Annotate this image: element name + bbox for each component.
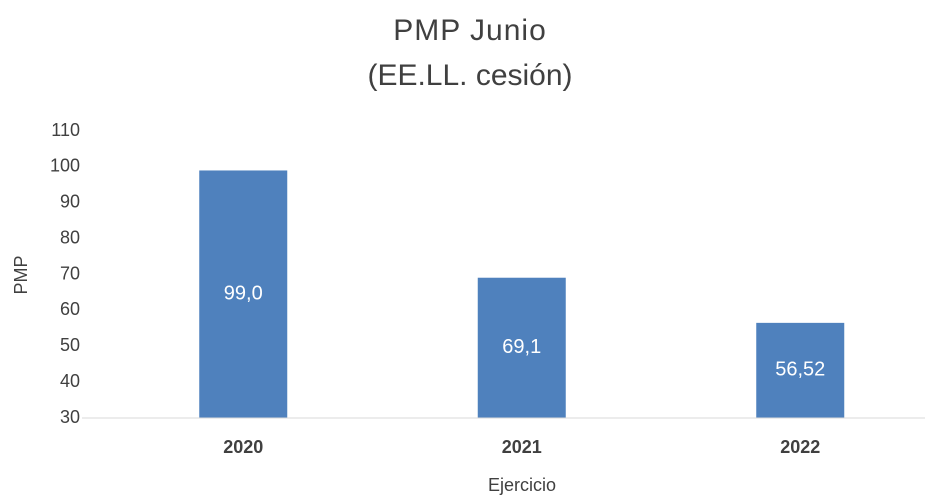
- chart-subtitle: (EE.LL. cesión): [367, 59, 572, 92]
- data-label: 99,0: [224, 283, 263, 305]
- x-tick-label: 2022: [780, 437, 820, 457]
- chart-title: PMP Junio: [393, 14, 547, 47]
- y-axis-label: PMP: [11, 255, 31, 294]
- y-tick-label: 110: [51, 120, 80, 140]
- y-tick-label: 40: [60, 371, 80, 391]
- x-axis-label: Ejercicio: [488, 475, 556, 495]
- y-tick-label: 90: [60, 192, 80, 212]
- y-tick-label: 30: [60, 407, 80, 427]
- bar: [477, 277, 566, 418]
- y-tick-label: 80: [60, 227, 80, 247]
- bar: [199, 170, 288, 418]
- y-tick-label: 50: [60, 335, 80, 355]
- y-tick-label: 60: [60, 299, 80, 319]
- x-tick-label: 2021: [502, 437, 542, 457]
- y-tick-label: 100: [50, 156, 80, 176]
- x-tick-label: 2020: [223, 437, 263, 457]
- data-label: 69,1: [502, 336, 541, 358]
- y-tick-label: 70: [60, 263, 80, 283]
- data-label: 56,52: [775, 359, 825, 381]
- bar: [756, 322, 845, 418]
